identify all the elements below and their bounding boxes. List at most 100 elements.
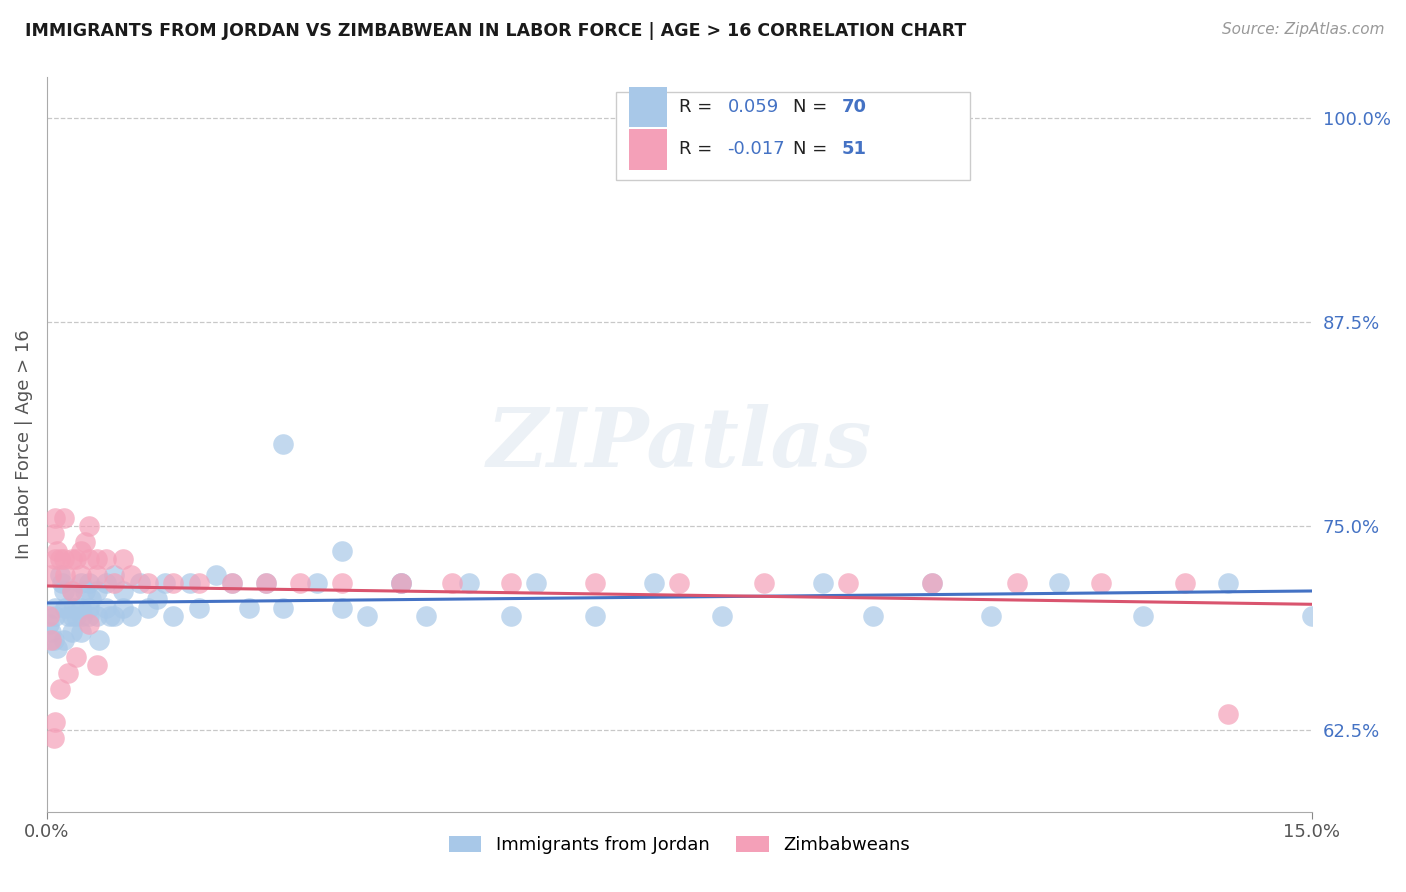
Point bbox=[52, 633, 75, 648]
Point bbox=[136, 576, 159, 591]
Point bbox=[38, 608, 60, 623]
Point bbox=[44, 551, 66, 566]
Point bbox=[86, 584, 108, 599]
Point bbox=[1301, 608, 1323, 623]
Point bbox=[254, 576, 277, 591]
Point bbox=[120, 608, 142, 623]
Point bbox=[643, 576, 665, 591]
Point bbox=[39, 568, 62, 582]
Point bbox=[69, 600, 91, 615]
Point bbox=[77, 551, 100, 566]
Point bbox=[356, 608, 378, 623]
Text: 70: 70 bbox=[841, 98, 866, 116]
Point bbox=[583, 608, 606, 623]
Point bbox=[48, 682, 70, 697]
Text: N =: N = bbox=[793, 98, 834, 116]
Point bbox=[120, 568, 142, 582]
Point bbox=[1005, 576, 1028, 591]
Legend: Immigrants from Jordan, Zimbabweans: Immigrants from Jordan, Zimbabweans bbox=[449, 836, 910, 854]
Point bbox=[389, 576, 412, 591]
Point bbox=[153, 576, 176, 591]
Point bbox=[288, 576, 311, 591]
Y-axis label: In Labor Force | Age > 16: In Labor Force | Age > 16 bbox=[15, 330, 32, 559]
Point bbox=[162, 576, 184, 591]
Point bbox=[111, 600, 134, 615]
Point bbox=[179, 576, 201, 591]
Point bbox=[39, 633, 62, 648]
Point bbox=[48, 551, 70, 566]
Point bbox=[56, 665, 79, 680]
Point bbox=[103, 576, 125, 591]
Point bbox=[499, 576, 522, 591]
FancyBboxPatch shape bbox=[616, 92, 970, 180]
Text: 51: 51 bbox=[841, 140, 866, 159]
Point bbox=[187, 600, 209, 615]
Point bbox=[80, 592, 103, 607]
Point bbox=[55, 600, 77, 615]
Point bbox=[103, 568, 125, 582]
Text: IMMIGRANTS FROM JORDAN VS ZIMBABWEAN IN LABOR FORCE | AGE > 16 CORRELATION CHART: IMMIGRANTS FROM JORDAN VS ZIMBABWEAN IN … bbox=[25, 22, 966, 40]
Point bbox=[69, 568, 91, 582]
Point bbox=[86, 657, 108, 672]
Point bbox=[55, 568, 77, 582]
Point bbox=[77, 608, 100, 623]
Point bbox=[69, 543, 91, 558]
Point bbox=[51, 576, 73, 591]
Point bbox=[128, 576, 150, 591]
Point bbox=[1216, 706, 1239, 721]
Point bbox=[60, 608, 83, 623]
Point bbox=[52, 511, 75, 525]
Point bbox=[44, 511, 66, 525]
Point bbox=[254, 576, 277, 591]
Point bbox=[77, 576, 100, 591]
Point bbox=[65, 551, 87, 566]
Point bbox=[162, 608, 184, 623]
Point bbox=[668, 576, 690, 591]
Point bbox=[330, 576, 353, 591]
Point bbox=[1216, 576, 1239, 591]
Point bbox=[39, 625, 62, 640]
Point bbox=[42, 527, 65, 541]
Point bbox=[60, 625, 83, 640]
Point bbox=[63, 600, 86, 615]
Point bbox=[752, 576, 775, 591]
Point bbox=[457, 576, 479, 591]
Point bbox=[60, 584, 83, 599]
Point bbox=[583, 576, 606, 591]
Point bbox=[65, 608, 87, 623]
Point bbox=[73, 535, 96, 549]
Point bbox=[72, 608, 94, 623]
Text: 0.059: 0.059 bbox=[727, 98, 779, 116]
Point bbox=[1174, 576, 1197, 591]
Point bbox=[524, 576, 547, 591]
Point bbox=[52, 551, 75, 566]
Point bbox=[44, 600, 66, 615]
Point bbox=[136, 600, 159, 615]
Point bbox=[330, 543, 353, 558]
Point bbox=[89, 633, 111, 648]
Point bbox=[77, 616, 100, 631]
Text: Source: ZipAtlas.com: Source: ZipAtlas.com bbox=[1222, 22, 1385, 37]
Point bbox=[204, 568, 226, 582]
Point bbox=[69, 625, 91, 640]
Point bbox=[86, 568, 108, 582]
Point bbox=[1132, 608, 1154, 623]
Text: ZIPatlas: ZIPatlas bbox=[486, 404, 872, 484]
Point bbox=[56, 608, 79, 623]
Point bbox=[238, 600, 260, 615]
Point bbox=[48, 568, 70, 582]
Point bbox=[1090, 576, 1112, 591]
Point bbox=[69, 576, 91, 591]
Point bbox=[330, 600, 353, 615]
Point bbox=[145, 592, 167, 607]
Point bbox=[921, 576, 943, 591]
Point bbox=[187, 576, 209, 591]
Point bbox=[271, 437, 294, 451]
Point bbox=[271, 600, 294, 615]
Point bbox=[111, 551, 134, 566]
Point bbox=[811, 576, 834, 591]
Bar bbox=[628, 87, 666, 128]
Point bbox=[44, 714, 66, 729]
Point bbox=[499, 608, 522, 623]
Point bbox=[921, 576, 943, 591]
